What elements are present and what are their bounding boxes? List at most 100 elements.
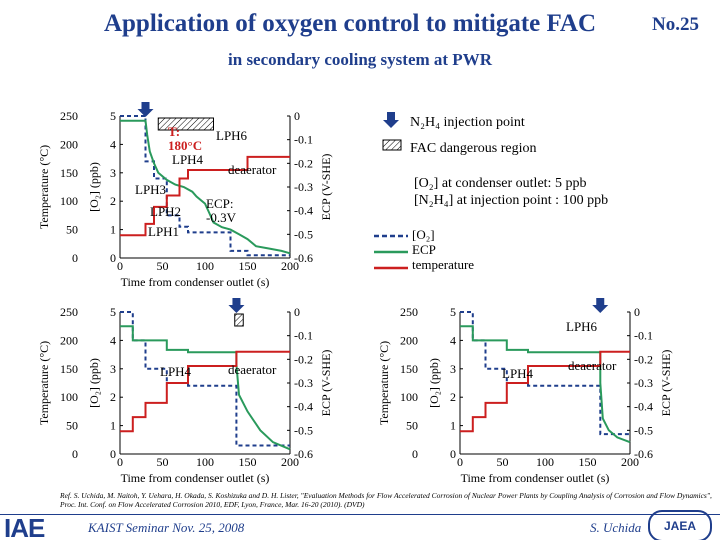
ecp-tick-label: -0.1 <box>634 329 653 343</box>
chart-annotation: ECP: <box>206 196 233 211</box>
ecp-tick-label: -0.5 <box>294 423 313 437</box>
ecp-tick-label: -0.3 <box>294 376 313 390</box>
legend-n2h4-label: N₂H₄ injection point <box>410 115 525 130</box>
x-tick-label: 200 <box>621 455 639 469</box>
temp-tick-label: 200 <box>60 333 78 347</box>
o2-tick-label: 5 <box>450 305 456 319</box>
jaea-logo: JAEA <box>648 510 712 540</box>
reference-text: Ref. S. Uchida, M. Naitoh, Y. Uehara, H.… <box>60 491 712 509</box>
series-legend-labels: [O₂] ECP temperature <box>412 227 474 272</box>
chart-annotation: LPH6 <box>216 128 248 143</box>
o2-axis-title: [O₂] (ppb) <box>87 358 101 408</box>
legend-fac-label: FAC dangerous region <box>410 141 537 156</box>
page-subtitle: in secondary cooling system at PWR <box>228 50 492 69</box>
x-tick-label: 150 <box>239 455 257 469</box>
temp-tick-label: 250 <box>400 305 418 319</box>
legend-labels: N₂H₄ injection point FAC dangerous regio… <box>410 110 537 162</box>
x-tick-label: 0 <box>457 455 463 469</box>
legend-markers <box>382 112 402 151</box>
chart-annotation: LPH2 <box>150 204 181 219</box>
o2-tick-label: 2 <box>110 194 116 208</box>
fac-region-swatch <box>382 139 402 151</box>
ecp-tick-label: -0.3 <box>294 180 313 194</box>
x-tick-label: 100 <box>196 259 214 273</box>
n2h4-injection-arrow <box>592 298 609 313</box>
o2-series-line <box>120 311 290 447</box>
chart-annotation: deaerator <box>228 162 277 177</box>
o2-tick-label: 1 <box>110 419 116 433</box>
o2-tick-label: 2 <box>450 390 456 404</box>
x-axis-title: Time from condenser outlet (s) <box>121 275 270 289</box>
chart-annotation: 180°C <box>168 138 202 153</box>
o2-tick-label: 0 <box>450 447 456 461</box>
footer-divider <box>0 514 720 515</box>
o2-axis-title: [O₂] (ppb) <box>427 358 441 408</box>
slide-number: No.25 <box>652 14 699 35</box>
iae-logo: IAE <box>4 513 45 540</box>
n2h4-injection-arrow <box>228 298 245 313</box>
chart-annotation: deaerator <box>568 358 617 373</box>
temp-tick-label: 250 <box>60 305 78 319</box>
o2-tick-label: 5 <box>110 305 116 319</box>
temp-tick-label: 0 <box>412 447 418 461</box>
temp-tick-label: 150 <box>60 362 78 376</box>
temp-tick-label: 50 <box>406 419 418 433</box>
ecp-tick-label: -0.5 <box>294 227 313 241</box>
ecp-tick-label: -0.3 <box>634 376 653 390</box>
temp-tick-label: 150 <box>400 362 418 376</box>
ecp-tick-label: 0 <box>294 305 300 319</box>
temp-tick-label: 100 <box>60 390 78 404</box>
temp-tick-label: 250 <box>60 109 78 123</box>
condition-line-2: [N₂H₄] at injection point : 100 ppb <box>414 193 609 208</box>
o2-tick-label: 4 <box>110 137 116 151</box>
legend-temp-label: temperature <box>412 257 475 272</box>
x-tick-label: 50 <box>497 455 509 469</box>
ecp-tick-label: -0.2 <box>294 352 313 366</box>
temp-tick-label: 50 <box>66 419 78 433</box>
ecp-tick-label: -0.4 <box>634 400 653 414</box>
ecp-tick-label: -0.4 <box>294 400 313 414</box>
ecp-tick-label: -0.4 <box>294 204 313 218</box>
page-title: Application of oxygen control to mitigat… <box>103 10 597 37</box>
o2-tick-label: 2 <box>110 390 116 404</box>
chart-bottom-right: 2502001501005005432100-0.1-0.2-0.3-0.4-0… <box>377 298 673 485</box>
ecp-tick-label: -0.6 <box>294 447 313 461</box>
ecp-tick-label: -0.2 <box>294 156 313 170</box>
ecp-series-line <box>460 325 631 444</box>
x-axis-title: Time from condenser outlet (s) <box>461 471 610 485</box>
x-tick-label: 150 <box>579 455 597 469</box>
x-axis-title: Time from condenser outlet (s) <box>121 471 270 485</box>
ecp-tick-label: -0.2 <box>634 352 653 366</box>
o2-tick-label: 4 <box>110 333 116 347</box>
series-legend-lines <box>374 234 408 270</box>
o2-tick-label: 1 <box>450 419 456 433</box>
ecp-series-line <box>120 325 291 451</box>
temp-tick-label: 50 <box>66 223 78 237</box>
chart-annotation: LPH4 <box>160 364 192 379</box>
ecp-tick-label: 0 <box>634 305 640 319</box>
o2-tick-label: 1 <box>110 223 116 237</box>
legend-o2-label: [O₂] <box>412 227 435 242</box>
temperature-axis-title: Temperature (°C) <box>37 341 51 425</box>
o2-axis-title: [O₂] (ppb) <box>87 162 101 212</box>
x-tick-label: 200 <box>281 259 299 273</box>
x-tick-label: 100 <box>536 455 554 469</box>
o2-tick-label: 3 <box>110 166 116 180</box>
condition-line-1: [O₂] at condenser outlet: 5 ppb <box>414 176 587 191</box>
chart-annotation: LPH4 <box>172 152 204 167</box>
temperature-axis-title: Temperature (°C) <box>37 145 51 229</box>
temperature-axis-title: Temperature (°C) <box>377 341 391 425</box>
o2-tick-label: 0 <box>110 447 116 461</box>
x-tick-label: 50 <box>157 259 169 273</box>
fac-region <box>157 117 214 131</box>
ecp-tick-label: -0.5 <box>634 423 653 437</box>
seminar-label: KAIST Seminar Nov. 25, 2008 <box>88 520 245 535</box>
chart-bottom-left: 2502001501005005432100-0.1-0.2-0.3-0.4-0… <box>37 298 333 485</box>
temp-tick-label: 150 <box>60 166 78 180</box>
temp-tick-label: 0 <box>72 251 78 265</box>
x-tick-label: 200 <box>281 455 299 469</box>
author-label: S. Uchida <box>590 520 642 535</box>
chart-annotation: LPH1 <box>148 224 179 239</box>
ecp-tick-label: 0 <box>294 109 300 123</box>
